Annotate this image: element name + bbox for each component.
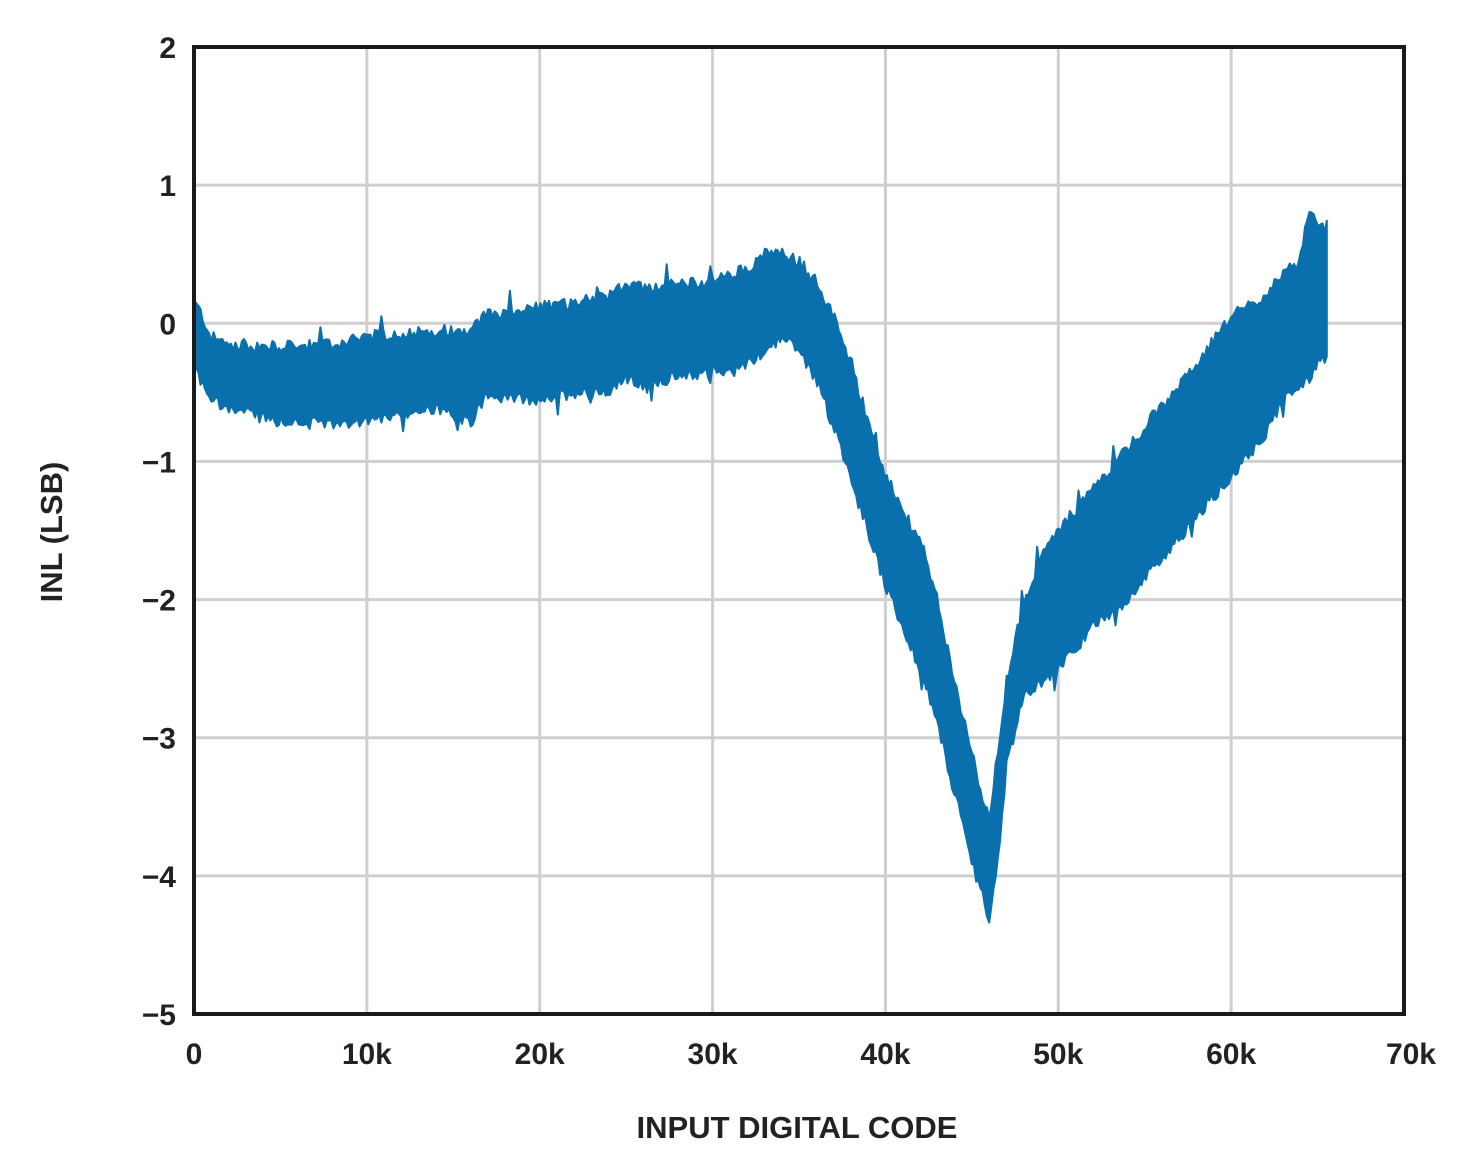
x-tick-label: 70k: [1386, 1038, 1436, 1071]
x-tick-label: 0: [186, 1038, 203, 1071]
x-tick-label: 60k: [1206, 1038, 1256, 1071]
y-tick-labels: 2 1 0 −1 −2 −3 −4 −5: [142, 32, 177, 1032]
plot-frame: [192, 45, 1406, 1016]
x-tick-label: 30k: [688, 1038, 738, 1071]
y-tick-label: 1: [159, 170, 176, 203]
y-tick-label: −2: [142, 585, 176, 618]
y-tick-label: −4: [142, 861, 177, 894]
x-tick-label: 20k: [515, 1038, 565, 1071]
plot-background: [194, 47, 1404, 1014]
x-axis-label: INPUT DIGITAL CODE: [637, 1110, 958, 1145]
x-tick-label: 10k: [342, 1038, 392, 1071]
y-tick-label: −1: [142, 446, 176, 479]
x-tick-label: 40k: [860, 1038, 910, 1071]
x-tick-label: 50k: [1033, 1038, 1083, 1071]
x-tick-labels: 0 10k 20k 30k 40k 50k 60k 70k: [186, 1038, 1437, 1071]
y-tick-label: 2: [159, 32, 176, 65]
inl-series-band: [193, 211, 1328, 924]
y-tick-label: 0: [159, 308, 176, 341]
y-axis-label: INL (LSB): [34, 462, 69, 603]
y-tick-label: −3: [142, 723, 176, 756]
y-tick-label: −5: [142, 999, 176, 1032]
